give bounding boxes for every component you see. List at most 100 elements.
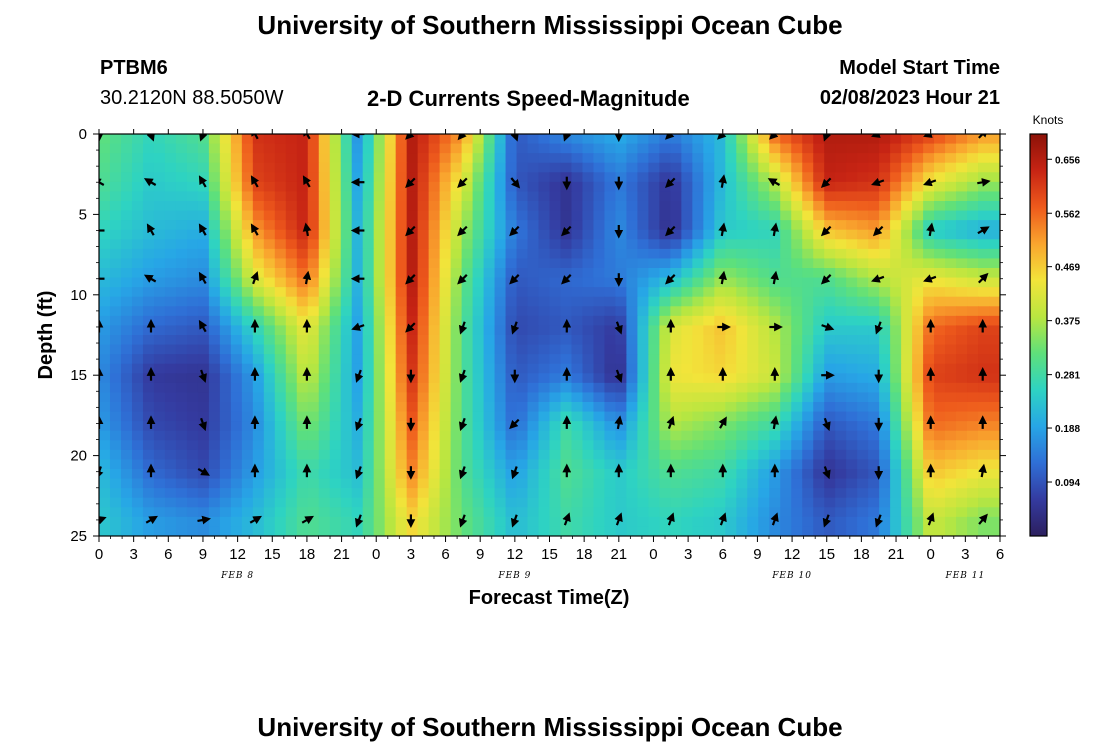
heatmap-cell [472,382,485,394]
heatmap-cell [307,402,320,413]
heatmap-cell [648,440,660,451]
heatmap-cell [934,315,946,327]
heatmap-cell [670,526,682,536]
heatmap-cell [615,268,628,279]
heatmap-cell [934,478,946,489]
current-arrow [718,174,727,188]
heatmap-cell [307,344,320,355]
heatmap-cell [208,258,221,269]
heatmap-cell [318,248,331,260]
heatmap-cell [956,354,968,365]
heatmap-cell [758,296,770,307]
heatmap-cell [450,449,463,461]
heatmap-cell [714,478,726,489]
heatmap-cell [681,449,693,461]
heatmap-cell [956,315,968,327]
heatmap-cell [934,526,946,536]
heatmap-cell [736,220,748,231]
heatmap-cell [99,526,111,536]
heatmap-cell [252,382,265,394]
heatmap-cell [439,354,452,365]
heatmap-cell [274,306,287,317]
heatmap-cell [296,134,309,145]
heatmap-cell [186,421,199,432]
heatmap-cell [582,354,595,365]
heatmap-cell [494,220,507,231]
heatmap-cell [703,440,715,451]
heatmap-cell [142,488,155,499]
heatmap-cell [120,287,133,298]
heatmap-cell [197,172,210,183]
heatmap-cell [362,248,375,260]
heatmap-cell [978,220,990,231]
heatmap-cell [725,516,737,528]
heatmap-cell [483,526,496,536]
heatmap-cell [593,469,606,480]
heatmap-cell [615,440,628,451]
heatmap-cell [175,421,188,432]
heatmap-cell [450,497,463,508]
heatmap-cell [428,363,441,374]
heatmap-cell [373,526,386,536]
heatmap-cell [692,239,704,250]
heatmap-cell [428,306,441,317]
heatmap-cell [318,449,331,461]
current-arrow [199,134,208,142]
heatmap-cell [670,134,682,145]
heatmap-cell [802,239,814,250]
heatmap-cell [120,516,133,528]
heatmap-cell [373,344,386,355]
heatmap-cell [692,449,704,461]
heatmap-cell [824,411,836,422]
heatmap-cell [912,449,924,461]
heatmap-cell [879,162,891,173]
heatmap-cell [131,210,144,221]
heatmap-cell [736,497,748,508]
heatmap-cell [670,143,682,154]
heatmap-cell [395,296,408,307]
heatmap-cell [417,421,430,432]
heatmap-cell [472,296,485,307]
heatmap-cell [318,325,331,336]
heatmap-cell [791,134,803,145]
heatmap-cell [527,507,540,518]
heatmap-cell [736,268,748,279]
heatmap-cell [538,306,551,317]
heatmap-cell [659,220,671,231]
heatmap-cell [252,306,265,317]
heatmap-cell [813,526,825,536]
heatmap-cell [681,220,693,231]
heatmap-cell [109,469,122,480]
heatmap-cell [934,172,946,183]
heatmap-cell [934,382,946,394]
heatmap-cell [483,507,496,518]
heatmap-cell [450,430,463,441]
heatmap-cell [197,210,210,221]
heatmap-cell [659,363,671,374]
heatmap-cell [934,277,946,288]
heatmap-cell [945,469,957,480]
heatmap-cell [802,172,814,183]
heatmap-cell [692,354,704,365]
heatmap-cell [450,258,463,269]
heatmap-cell [571,191,584,202]
heatmap-cell [362,153,375,164]
heatmap-cell [549,220,562,231]
heatmap-cell [824,497,836,508]
heatmap-cell [582,449,595,461]
heatmap-cell [780,172,792,183]
heatmap-cell [670,258,682,269]
heatmap-cell [351,306,364,317]
heatmap-cell [131,449,144,461]
heatmap-cell [241,162,254,173]
heatmap-cell [494,344,507,355]
heatmap-cell [692,382,704,394]
heatmap-cell [670,239,682,250]
heatmap-cell [428,268,441,279]
heatmap-cell [967,354,979,365]
heatmap-cell [703,373,715,384]
heatmap-cell [384,277,397,288]
heatmap-cell [692,478,704,489]
heatmap-cell [868,268,880,279]
heatmap-cell [956,134,968,145]
